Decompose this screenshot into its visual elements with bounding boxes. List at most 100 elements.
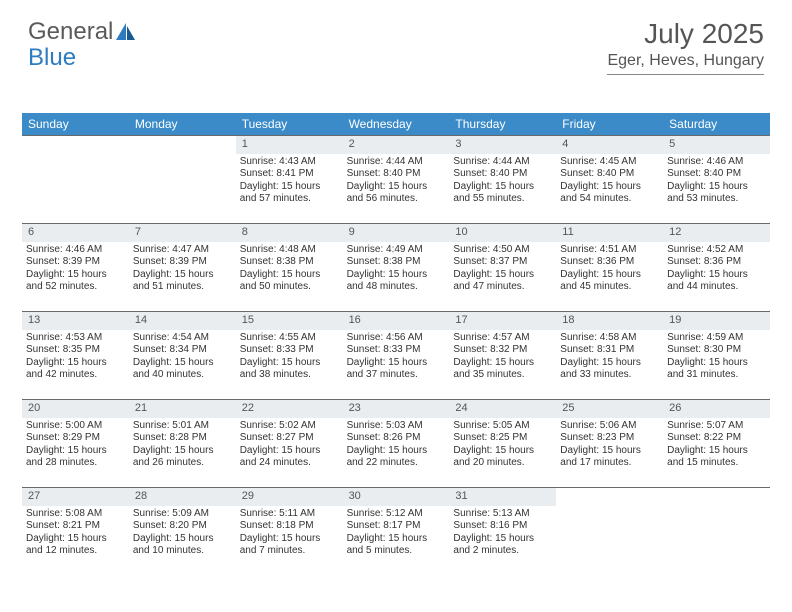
day-number: 10 [449, 224, 556, 242]
sunset-line: Sunset: 8:39 PM [133, 256, 232, 269]
day-content: Sunrise: 4:54 AMSunset: 8:34 PMDaylight:… [129, 330, 236, 386]
day-content: Sunrise: 4:55 AMSunset: 8:33 PMDaylight:… [236, 330, 343, 386]
day-content: Sunrise: 5:08 AMSunset: 8:21 PMDaylight:… [22, 506, 129, 562]
sunrise-line: Sunrise: 5:09 AM [133, 508, 232, 521]
day-cell: 13Sunrise: 4:53 AMSunset: 8:35 PMDayligh… [22, 311, 129, 399]
day-cell: 2Sunrise: 4:44 AMSunset: 8:40 PMDaylight… [343, 135, 450, 223]
day-cell: 19Sunrise: 4:59 AMSunset: 8:30 PMDayligh… [663, 311, 770, 399]
sunrise-line: Sunrise: 4:43 AM [240, 156, 339, 169]
sunrise-line: Sunrise: 4:50 AM [453, 244, 552, 257]
sunset-line: Sunset: 8:34 PM [133, 344, 232, 357]
day-cell: 16Sunrise: 4:56 AMSunset: 8:33 PMDayligh… [343, 311, 450, 399]
day-number: 1 [236, 136, 343, 154]
day-number: 14 [129, 312, 236, 330]
day-number: 5 [663, 136, 770, 154]
sunrise-line: Sunrise: 5:02 AM [240, 420, 339, 433]
sunrise-line: Sunrise: 4:59 AM [667, 332, 766, 345]
sunrise-line: Sunrise: 4:57 AM [453, 332, 552, 345]
day-content: Sunrise: 4:57 AMSunset: 8:32 PMDaylight:… [449, 330, 556, 386]
day-content: Sunrise: 4:44 AMSunset: 8:40 PMDaylight:… [449, 154, 556, 210]
day-content: Sunrise: 5:11 AMSunset: 8:18 PMDaylight:… [236, 506, 343, 562]
day-cell: 21Sunrise: 5:01 AMSunset: 8:28 PMDayligh… [129, 399, 236, 487]
day-cell: 24Sunrise: 5:05 AMSunset: 8:25 PMDayligh… [449, 399, 556, 487]
day-number: 2 [343, 136, 450, 154]
sunrise-line: Sunrise: 5:05 AM [453, 420, 552, 433]
sunset-line: Sunset: 8:21 PM [26, 520, 125, 533]
sunset-line: Sunset: 8:29 PM [26, 432, 125, 445]
calendar-body: 1 Sunrise: 4:43 AMSunset: 8:41 PM Daylight… [22, 135, 770, 575]
sunset-line: Sunset: 8:25 PM [453, 432, 552, 445]
sunset-line: Sunset: 8:38 PM [240, 256, 339, 269]
sunrise-line: Sunrise: 4:52 AM [667, 244, 766, 257]
daylight-line: Daylight: 15 hours and 35 minutes. [453, 357, 552, 382]
day-content: Sunrise: 5:09 AMSunset: 8:20 PMDaylight:… [129, 506, 236, 562]
day-content: Sunrise: 4:46 AMSunset: 8:39 PMDaylight:… [22, 242, 129, 298]
sunset-line: Sunset: 8:16 PM [453, 520, 552, 533]
weekday-header: Monday [129, 113, 236, 135]
day-content: Sunrise: 5:13 AMSunset: 8:16 PMDaylight:… [449, 506, 556, 562]
day-cell: 1Sunrise: 4:43 AMSunset: 8:41 PMDaylight… [236, 135, 343, 223]
calendar-header-row: SundayMondayTuesdayWednesdayThursdayFrid… [22, 113, 770, 135]
sunset-line: Sunset: 8:40 PM [347, 168, 446, 181]
day-number: 9 [343, 224, 450, 242]
sunset-line: Sunset: 8:17 PM [347, 520, 446, 533]
sunrise-line: Sunrise: 4:54 AM [133, 332, 232, 345]
sunrise-line: Sunrise: 4:51 AM [560, 244, 659, 257]
day-content: Sunrise: 4:53 AMSunset: 8:35 PMDaylight:… [22, 330, 129, 386]
sunset-line: Sunset: 8:41 PM [240, 168, 339, 181]
day-number: 21 [129, 400, 236, 418]
weekday-header: Friday [556, 113, 663, 135]
weekday-header: Saturday [663, 113, 770, 135]
sunset-line: Sunset: 8:36 PM [667, 256, 766, 269]
empty-day-cell [663, 487, 770, 575]
sunset-line: Sunset: 8:39 PM [26, 256, 125, 269]
logo-text-2: Blue [28, 44, 76, 72]
daylight-line: Daylight: 15 hours and 54 minutes. [560, 181, 659, 206]
sunset-line: Sunset: 8:40 PM [453, 168, 552, 181]
sunset-line: Sunset: 8:36 PM [560, 256, 659, 269]
day-content: Sunrise: 4:50 AMSunset: 8:37 PMDaylight:… [449, 242, 556, 298]
sunset-line: Sunset: 8:22 PM [667, 432, 766, 445]
day-number: 27 [22, 488, 129, 506]
day-content: Sunrise: 4:48 AMSunset: 8:38 PMDaylight:… [236, 242, 343, 298]
daylight-line: Daylight: 15 hours and 51 minutes. [133, 269, 232, 294]
day-cell: 11Sunrise: 4:51 AMSunset: 8:36 PMDayligh… [556, 223, 663, 311]
day-content: Sunrise: 5:02 AMSunset: 8:27 PMDaylight:… [236, 418, 343, 474]
daylight-line: Daylight: 15 hours and 7 minutes. [240, 533, 339, 558]
day-number: 23 [343, 400, 450, 418]
sunrise-line: Sunrise: 5:13 AM [453, 508, 552, 521]
daylight-line: Daylight: 15 hours and 45 minutes. [560, 269, 659, 294]
day-number: 22 [236, 400, 343, 418]
day-number: 31 [449, 488, 556, 506]
day-content: Sunrise: 5:03 AMSunset: 8:26 PMDaylight:… [343, 418, 450, 474]
day-number: 19 [663, 312, 770, 330]
day-cell: 8Sunrise: 4:48 AMSunset: 8:38 PMDaylight… [236, 223, 343, 311]
day-content: Sunrise: 4:45 AMSunset: 8:40 PMDaylight:… [556, 154, 663, 210]
sunset-line: Sunset: 8:40 PM [667, 168, 766, 181]
day-content: Sunrise: 4:44 AMSunset: 8:40 PMDaylight:… [343, 154, 450, 210]
daylight-line: Daylight: 15 hours and 5 minutes. [347, 533, 446, 558]
sunrise-line: Sunrise: 4:48 AM [240, 244, 339, 257]
sunset-line: Sunset: 8:32 PM [453, 344, 552, 357]
sunset-line: Sunset: 8:35 PM [26, 344, 125, 357]
sunrise-line: Sunrise: 4:49 AM [347, 244, 446, 257]
daylight-line: Daylight: 15 hours and 10 minutes. [133, 533, 232, 558]
day-number: 26 [663, 400, 770, 418]
daylight-line: Daylight: 15 hours and 56 minutes. [347, 181, 446, 206]
sunrise-line: Sunrise: 5:08 AM [26, 508, 125, 521]
daylight-line: Daylight: 15 hours and 15 minutes. [667, 445, 766, 470]
day-cell: 22Sunrise: 5:02 AMSunset: 8:27 PMDayligh… [236, 399, 343, 487]
day-number: 3 [449, 136, 556, 154]
daylight-line: Daylight: 15 hours and 44 minutes. [667, 269, 766, 294]
daylight-line: Daylight: 15 hours and 53 minutes. [667, 181, 766, 206]
sunrise-line: Sunrise: 4:46 AM [667, 156, 766, 169]
sunrise-line: Sunrise: 5:01 AM [133, 420, 232, 433]
day-cell: 7Sunrise: 4:47 AMSunset: 8:39 PMDaylight… [129, 223, 236, 311]
weekday-header: Wednesday [343, 113, 450, 135]
day-cell: 10Sunrise: 4:50 AMSunset: 8:37 PMDayligh… [449, 223, 556, 311]
sunset-line: Sunset: 8:33 PM [240, 344, 339, 357]
daylight-line: Daylight: 15 hours and 2 minutes. [453, 533, 552, 558]
day-content: Sunrise: 4:59 AMSunset: 8:30 PMDaylight:… [663, 330, 770, 386]
day-number: 4 [556, 136, 663, 154]
day-cell: 4Sunrise: 4:45 AMSunset: 8:40 PMDaylight… [556, 135, 663, 223]
